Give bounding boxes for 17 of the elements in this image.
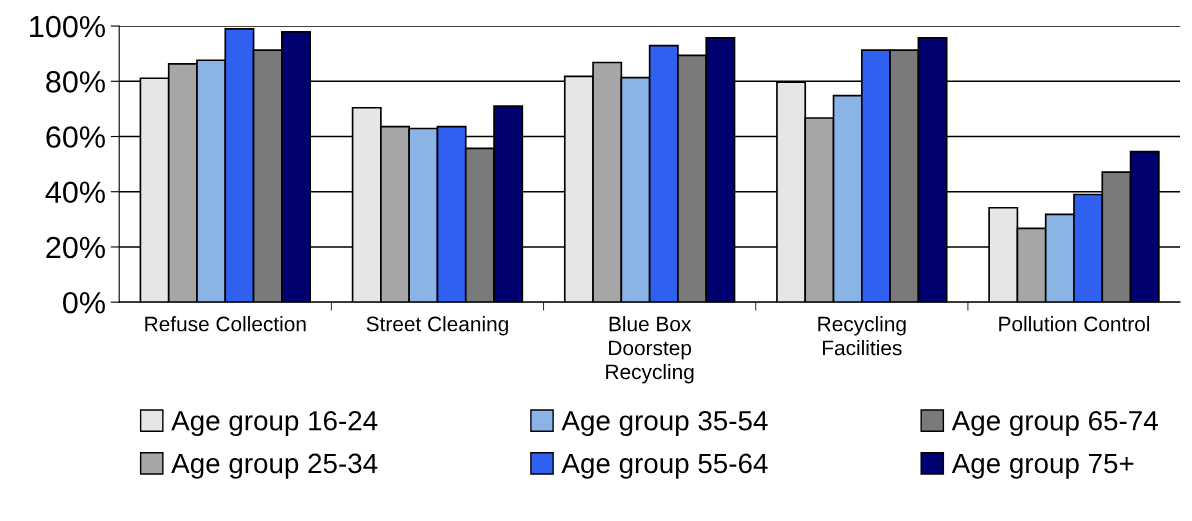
- x-tick-label: Street Cleaning: [366, 316, 508, 336]
- x-tick-label: Refuse Collection: [145, 316, 306, 332]
- legend-label: Age group 25-34: [171, 453, 378, 479]
- y-tick-label: 20%: [46, 236, 105, 259]
- x-tick-label: Pollution Control: [999, 316, 1150, 332]
- legend-label: Age group 16-24: [171, 410, 378, 437]
- y-tick-label: 0%: [63, 291, 105, 314]
- legend-label: Age group 75+: [951, 453, 1134, 479]
- legend-label: Age group 65-74: [951, 410, 1158, 437]
- legend-label: Age group 35-54: [561, 410, 768, 437]
- y-tick-label: 80%: [46, 71, 105, 93]
- y-tick-label: 40%: [45, 181, 105, 204]
- y-tick-label: 60%: [46, 126, 105, 148]
- y-tick-label: 100%: [30, 15, 105, 38]
- x-tick-label: Blue Box Doorstep Recycling: [606, 316, 694, 384]
- legend-label: Age group 55-64: [561, 453, 768, 479]
- x-tick-label: Recycling Facilities: [818, 316, 906, 356]
